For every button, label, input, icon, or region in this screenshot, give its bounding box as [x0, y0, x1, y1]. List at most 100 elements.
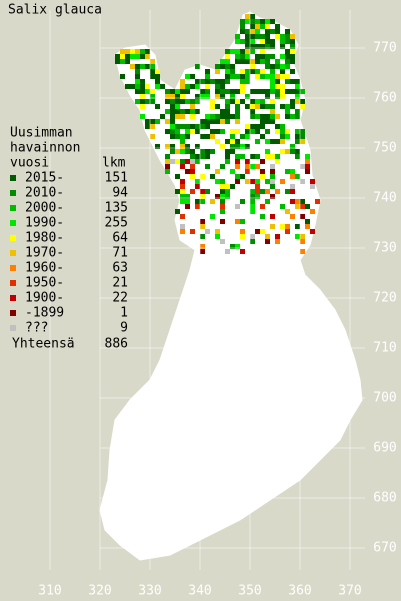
observation-cell [285, 54, 290, 59]
legend-swatch [10, 280, 16, 286]
observation-cell [230, 49, 235, 54]
legend-swatch [10, 190, 16, 196]
observation-cell [255, 74, 260, 79]
observation-cell [295, 234, 300, 239]
y-tick-label: 700 [373, 391, 396, 406]
observation-cell [175, 94, 180, 99]
observation-cell [250, 14, 255, 19]
observation-cell [210, 79, 215, 84]
observation-cell [300, 199, 305, 204]
y-tick-label: 680 [373, 491, 396, 506]
observation-cell [295, 129, 300, 134]
observation-cell [220, 59, 225, 64]
observation-cell [240, 39, 245, 44]
observation-cell [175, 99, 180, 104]
observation-cell [235, 104, 240, 109]
observation-cell [270, 19, 275, 24]
observation-cell [215, 169, 220, 174]
observation-cell [180, 189, 185, 194]
observation-cell [120, 74, 125, 79]
observation-cell [185, 194, 190, 199]
observation-cell [305, 219, 310, 224]
y-tick-label: 750 [373, 141, 396, 156]
observation-cell [220, 179, 225, 184]
observation-cell [285, 229, 290, 234]
x-tick-label: 360 [288, 584, 311, 599]
observation-cell [170, 109, 175, 114]
observation-cell [150, 59, 155, 64]
observation-cell [190, 104, 195, 109]
observation-cell [300, 239, 305, 244]
observation-cell [155, 84, 160, 89]
map-title: Salix glauca [8, 3, 102, 18]
observation-cell [180, 159, 185, 164]
observation-cell [140, 99, 145, 104]
observation-cell [240, 174, 245, 179]
observation-cell [205, 69, 210, 74]
legend-swatch [10, 295, 16, 301]
observation-cell [260, 19, 265, 24]
legend-label: ??? [25, 321, 48, 336]
observation-cell [270, 74, 275, 79]
observation-cell [255, 129, 260, 134]
observation-cell [185, 99, 190, 104]
observation-cell [270, 119, 275, 124]
observation-cell [225, 74, 230, 79]
observation-cell [185, 159, 190, 164]
observation-cell [230, 94, 235, 99]
observation-cell [285, 39, 290, 44]
observation-cell [150, 94, 155, 99]
observation-cell [235, 204, 240, 209]
observation-cell [225, 149, 230, 154]
observation-cell [150, 119, 155, 124]
observation-cell [280, 149, 285, 154]
observation-cell [205, 164, 210, 169]
observation-cell [145, 89, 150, 94]
observation-cell [265, 199, 270, 204]
observation-cell [275, 159, 280, 164]
observation-cell [240, 74, 245, 79]
observation-cell [230, 139, 235, 144]
observation-cell [280, 94, 285, 99]
legend-label: 1980- [25, 231, 64, 246]
legend-count: 151 [105, 171, 128, 186]
observation-cell [220, 164, 225, 169]
observation-cell [225, 194, 230, 199]
observation-cell [175, 189, 180, 194]
y-tick-label: 720 [373, 291, 396, 306]
observation-cell [185, 204, 190, 209]
observation-cell [290, 99, 295, 104]
observation-cell [275, 124, 280, 129]
observation-cell [275, 59, 280, 64]
observation-cell [215, 104, 220, 109]
observation-cell [245, 44, 250, 49]
observation-cell [240, 219, 245, 224]
observation-cell [275, 129, 280, 134]
observation-cell [275, 84, 280, 89]
observation-cell [190, 99, 195, 104]
observation-cell [235, 219, 240, 224]
observation-cell [190, 229, 195, 234]
observation-cell [265, 129, 270, 134]
observation-cell [170, 159, 175, 164]
legend-count: 9 [120, 321, 128, 336]
observation-cell [230, 134, 235, 139]
observation-cell [120, 59, 125, 64]
observation-cell [180, 144, 185, 149]
observation-cell [120, 54, 125, 59]
observation-cell [245, 169, 250, 174]
observation-cell [255, 99, 260, 104]
observation-cell [250, 29, 255, 34]
observation-cell [275, 154, 280, 159]
observation-cell [190, 74, 195, 79]
observation-cell [300, 129, 305, 134]
observation-cell [270, 154, 275, 159]
observation-cell [165, 154, 170, 159]
observation-cell [250, 199, 255, 204]
observation-cell [265, 59, 270, 64]
observation-cell [180, 164, 185, 169]
observation-cell [215, 89, 220, 94]
observation-cell [275, 74, 280, 79]
observation-cell [195, 144, 200, 149]
observation-cell [280, 89, 285, 94]
